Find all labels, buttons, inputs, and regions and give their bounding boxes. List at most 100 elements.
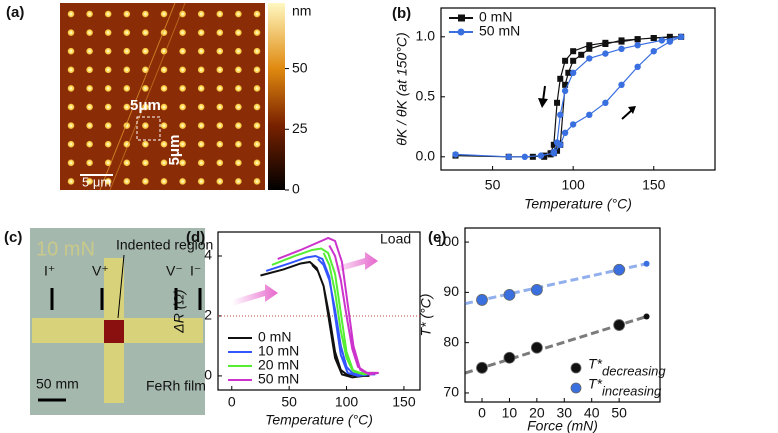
legend-marker	[570, 382, 582, 394]
y-tick-label: 70	[443, 384, 459, 400]
marker	[561, 129, 569, 136]
legend-marker	[458, 14, 465, 22]
pointer	[117, 254, 125, 319]
series-line	[277, 236, 379, 376]
marker	[650, 48, 657, 55]
y-tick-label: 0.0	[416, 148, 436, 164]
colorbar-tick-label: 0	[292, 181, 300, 197]
marker	[530, 341, 543, 354]
marker	[618, 38, 625, 45]
arrow	[621, 109, 633, 120]
trend-line	[464, 262, 647, 306]
panel-c: (c) 10 mN Indented region I⁺ V⁺ V⁻ I⁻ 50…	[4, 228, 213, 415]
x-tick-label: 0	[478, 405, 486, 421]
panel-label: (e)	[428, 229, 446, 246]
arrow	[542, 85, 546, 102]
marker	[602, 39, 609, 46]
marker	[613, 263, 626, 276]
marker	[569, 69, 577, 77]
marker	[530, 283, 543, 296]
x-tick-label: 50	[611, 405, 627, 421]
marker	[602, 99, 609, 107]
probe-label: I⁻	[190, 263, 201, 279]
series-line	[271, 247, 376, 376]
plot-frame	[217, 231, 421, 391]
afm-dots	[60, 3, 265, 190]
marker	[565, 69, 572, 76]
marker	[602, 50, 609, 57]
x-tick-label: 100	[335, 394, 359, 410]
trend-arrow	[643, 260, 650, 267]
legend-marker	[570, 362, 582, 374]
legend-label-sub: increasing	[602, 383, 662, 398]
y-tick-label: 1.0	[416, 28, 436, 44]
x-tick-label: 50	[485, 177, 501, 193]
x-tick-label: 30	[556, 405, 572, 421]
x-axis-label: Force (mN)	[527, 418, 598, 433]
probe-label: V⁻	[166, 263, 183, 279]
y-axis-label: ΔR (Ω)	[171, 289, 187, 333]
arrow-head	[538, 98, 548, 108]
probe-label: I⁺	[44, 263, 55, 279]
marker	[476, 294, 488, 306]
legend-label: 20 mN	[258, 357, 299, 373]
marker	[569, 121, 577, 128]
marker	[561, 87, 569, 95]
y-axis-label: T* (°C)	[418, 294, 434, 337]
marker	[554, 147, 561, 154]
marker	[562, 81, 569, 88]
colorbar	[268, 3, 285, 190]
colorbar-tick-label: 50	[292, 59, 308, 75]
marker	[562, 57, 569, 64]
trend-arrow	[643, 313, 650, 320]
box-label: 5μm	[130, 97, 161, 114]
panel-label: (d)	[186, 229, 205, 246]
series-line	[455, 36, 682, 158]
colorbar-tick-label: 25	[292, 120, 308, 136]
marker	[550, 141, 557, 148]
panel-label: (c)	[4, 229, 22, 246]
marker	[634, 36, 641, 43]
load-arrow	[232, 284, 278, 306]
marker	[503, 351, 516, 364]
x-tick-label: 20	[529, 405, 545, 421]
region-label: Indented region	[116, 237, 213, 253]
marker	[586, 111, 593, 119]
marker	[570, 48, 577, 55]
marker	[618, 81, 625, 89]
marker	[541, 153, 548, 160]
box-label: 5μm	[166, 135, 183, 166]
indented-region	[104, 320, 124, 343]
plot-frame	[440, 7, 716, 171]
marker	[578, 51, 585, 58]
x-axis-label: Temperature (°C)	[524, 196, 632, 212]
marker	[550, 148, 558, 156]
panel-label: (a)	[6, 4, 24, 21]
legend-label: 0 mN	[258, 329, 291, 345]
arrow-head	[628, 106, 636, 114]
legend-label: T*	[588, 356, 603, 372]
marker	[618, 45, 625, 52]
legend-label: 50 mN	[258, 371, 299, 387]
plot-frame	[464, 227, 661, 403]
x-tick-label: 50	[281, 394, 297, 410]
x-tick-label: 100	[561, 177, 585, 193]
x-tick-label: 10	[502, 405, 518, 421]
y-axis-label: θK / θK (at 150°C)	[394, 32, 410, 145]
marker	[505, 153, 512, 160]
x-tick-label: 40	[584, 405, 600, 421]
y-tick-label: 90	[443, 283, 459, 299]
x-tick-label: 150	[642, 177, 666, 193]
legend-label: 50 mN	[479, 23, 520, 39]
legend-marker	[457, 28, 465, 36]
marker	[666, 38, 674, 45]
scratch	[109, 2, 186, 191]
marker	[658, 37, 666, 44]
marker	[634, 42, 641, 49]
marker	[586, 42, 593, 49]
load-label: 10 mN	[36, 238, 95, 260]
y-tick-label: 4	[204, 247, 212, 263]
y-tick-label: 0.5	[416, 88, 436, 104]
legend-label: 10 mN	[258, 343, 299, 359]
